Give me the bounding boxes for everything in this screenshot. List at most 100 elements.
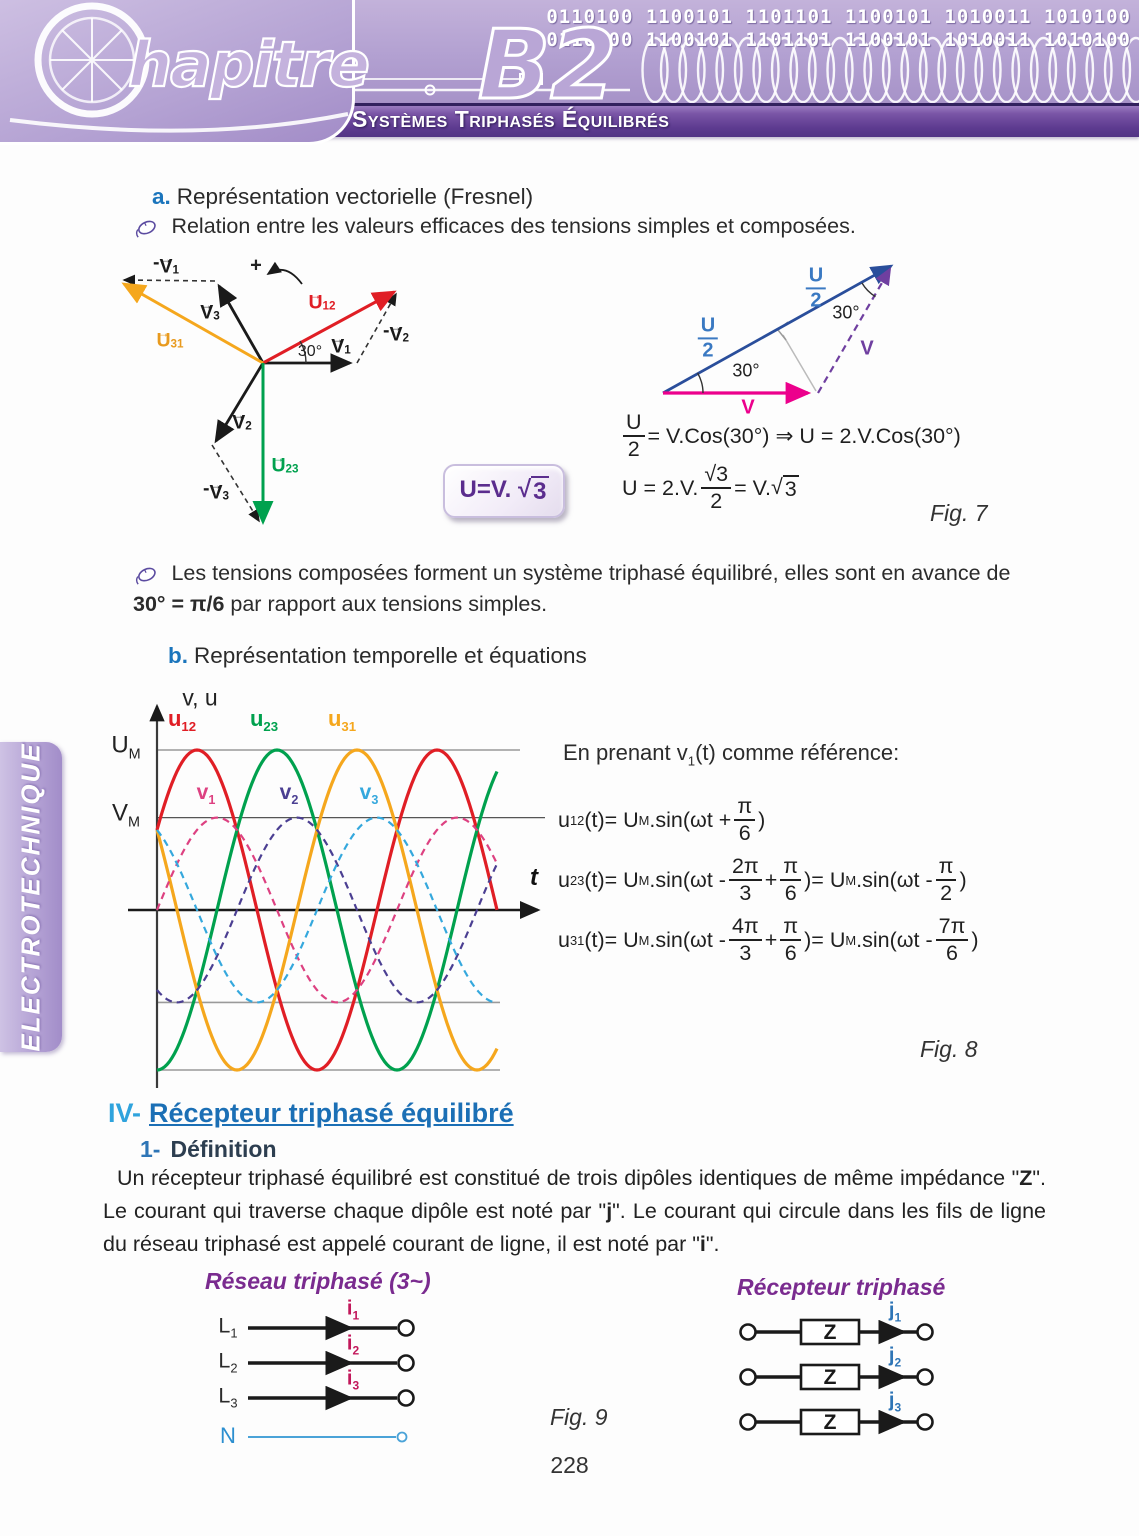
label-minus-v1: - → V 1 — [152, 251, 180, 278]
label-plus-rotation: + — [250, 254, 262, 277]
sidebar-label: ELECTROTECHNIQUE — [15, 742, 46, 1052]
bullet-2-text: Les tensions composées forment un systèm… — [133, 561, 1011, 616]
section-4-heading: IV- Récepteur triphasé équilibré — [108, 1098, 514, 1129]
heading-b: b. Représentation temporelle et équations — [168, 643, 587, 669]
label-L3: L3 — [218, 1383, 238, 1411]
bullet-2: Les tensions composées forment un systèm… — [133, 558, 1045, 620]
curve-label-u31: u31 — [327, 705, 357, 735]
label-j3: j3 — [888, 1389, 902, 1415]
binary-row-1: 0110100 1100101 1101101 1100101 1010011 … — [546, 6, 1131, 28]
heading-a-text: Représentation vectorielle (Fresnel) — [176, 184, 534, 209]
definition-paragraph: Un récepteur triphasé équilibré est cons… — [103, 1166, 1046, 1256]
mouse-icon — [135, 567, 156, 585]
binary-row-2: 0110100 1100101 1101101 1100101 1010011 … — [546, 29, 1131, 51]
fig7-equation-1: U 2 = V.Cos(30°) ⇒ U = 2.V.Cos(30°) — [620, 410, 961, 462]
page-title: Systèmes Triphasés Équilibrés — [352, 106, 670, 132]
label-u12: → U 12 — [308, 289, 336, 314]
sidebar-tab: ELECTROTECHNIQUE — [0, 742, 62, 1052]
impedance-label: Z — [824, 1366, 837, 1389]
label-v2: → V 2 — [232, 409, 252, 434]
logo-chapter-code: B2 — [478, 11, 617, 121]
curve-label-u12: u12 — [167, 705, 197, 735]
curve-u31 — [155, 748, 499, 1072]
equation-u12: u 12 (t)= U M .sin(ωt + π 6) — [558, 794, 766, 845]
waveform-svg — [128, 703, 545, 1088]
label-u23: → U 23 — [271, 452, 299, 477]
label-angle-30: 30° — [297, 343, 323, 360]
curve-v1 — [155, 816, 498, 1004]
subheading-number: 1- — [140, 1136, 161, 1162]
network-lines — [248, 1315, 415, 1443]
fig9-caption: Fig. 9 — [550, 1404, 608, 1430]
impedance-label: Z — [824, 1411, 837, 1434]
formula-box-text: U=V. √ 3 — [459, 476, 549, 505]
label-L2: L2 — [218, 1348, 238, 1376]
mouse-icon — [135, 220, 156, 238]
page-number: 228 — [550, 1452, 589, 1478]
triangle-vectors — [662, 264, 894, 405]
label-N: N — [220, 1423, 236, 1448]
fresnel-vectors — [121, 261, 397, 525]
fig7-equation-2: U = 2.V. √3 2 = V. √ 3 — [622, 462, 799, 513]
heading-b-marker: b. — [168, 643, 188, 668]
bullet-1-text: Relation entre les valeurs efficaces des… — [171, 214, 856, 238]
heading-a: a. Représentation vectorielle (Fresnel) — [152, 184, 533, 210]
section-4-number: IV- — [108, 1098, 142, 1128]
section-4-subheading: 1- Définition — [140, 1136, 277, 1163]
label-j2: j2 — [888, 1344, 902, 1370]
coil-pattern-icon — [641, 36, 1139, 104]
label-v-bottom: V — [741, 396, 755, 419]
fig7-caption: Fig. 7 — [930, 500, 988, 526]
label-minus-v2: - → V 2 — [382, 319, 410, 346]
curve-v3 — [156, 816, 498, 1004]
curve-label-v1: v1 — [196, 780, 216, 808]
formula-box: U=V. √ 3 — [443, 464, 565, 518]
label-minus-v3: - → V 3 — [202, 477, 230, 504]
heading-b-text: Représentation temporelle et équations — [194, 643, 587, 668]
curve-label-v2: v2 — [279, 780, 299, 808]
label-angle-top: 30° — [832, 302, 860, 323]
label-angle-bottom: 30° — [732, 360, 760, 381]
curve-u23 — [156, 748, 499, 1072]
yaxis-label: v, u — [182, 684, 218, 711]
label-L1: L1 — [218, 1313, 238, 1341]
fig8-caption: Fig. 8 — [920, 1036, 978, 1062]
label-i2: i2 — [346, 1332, 360, 1358]
um-label: UM — [111, 731, 141, 763]
label-j1: j1 — [888, 1299, 902, 1325]
label-i1: i1 — [346, 1297, 360, 1323]
label-i3: i3 — [346, 1367, 360, 1393]
network-title: Réseau triphasé (3~) — [205, 1268, 431, 1294]
label-v3: → V 3 — [200, 299, 220, 324]
curve-v2 — [156, 816, 498, 1004]
heading-a-marker: a. — [152, 184, 171, 209]
logo-word: hapitre — [128, 28, 368, 101]
chapter-logo: hapitre B2 — [9, 2, 618, 133]
curve-label-v3: v3 — [359, 780, 379, 808]
subheading-title: Définition — [170, 1136, 277, 1162]
network-diagram: L1 L2 L3 N i1 i2 i3 — [140, 1297, 480, 1460]
receiver-title: Récepteur triphasé — [737, 1274, 946, 1300]
label-v1: → V 1 — [331, 333, 351, 358]
label-u31: → U 31 — [156, 327, 184, 352]
section-4-title: Récepteur triphasé équilibré — [149, 1098, 514, 1128]
vm-label: VM — [111, 799, 141, 831]
receiver-lines: ZZZ — [739, 1318, 934, 1436]
chapter-logo-area: hapitre B2 — [0, 0, 618, 145]
impedance-label: Z — [824, 1321, 837, 1344]
bullet-1: Relation entre les valeurs efficaces des… — [133, 214, 1063, 239]
curve-label-u23: u23 — [249, 705, 279, 735]
timeeq-intro: En prenant v1(t) comme référence: — [563, 740, 900, 769]
star-icon — [50, 18, 134, 102]
waveform-chart: v, u UM VM t u12 u23 u31 v1 v2 v3 — [100, 685, 570, 1110]
label-v-side: V — [860, 337, 874, 360]
xaxis-label: t — [530, 864, 538, 891]
curve-u12 — [155, 748, 499, 1072]
fresnel-diagram: - → V 1 → V 3 → U 31 → U 12 - → V 2 → V 1 30° + → V 2 - →… — [100, 250, 570, 550]
